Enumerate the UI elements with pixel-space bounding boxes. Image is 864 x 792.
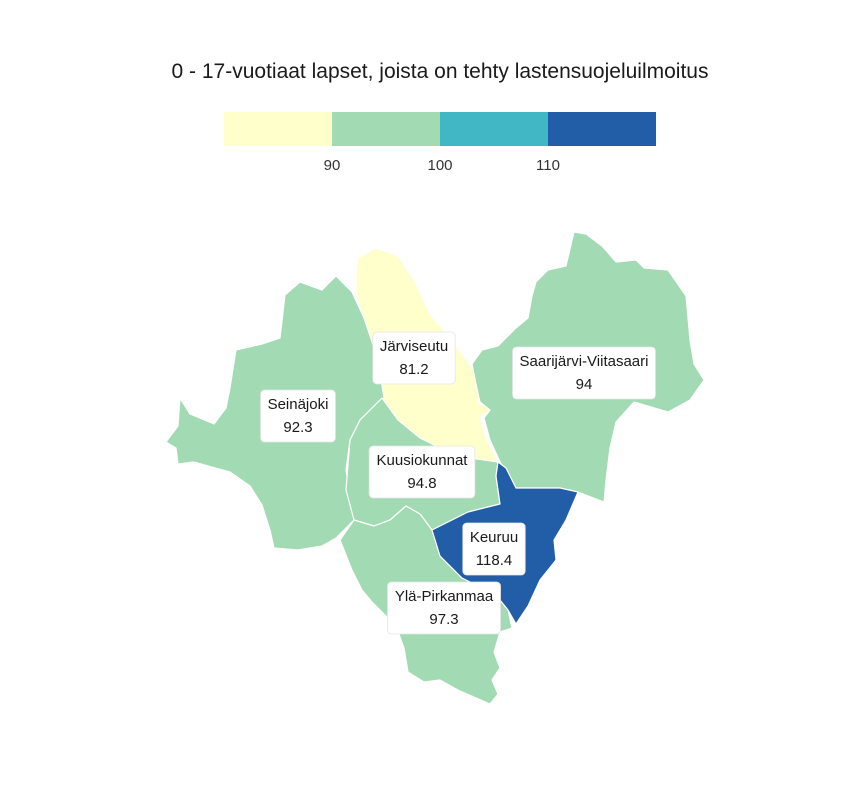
region-name: Saarijärvi-Viitasaari <box>520 353 649 370</box>
legend-tick-label: 90 <box>324 157 341 174</box>
color-legend: 90 100 110 <box>224 112 656 174</box>
region-value: 94.8 <box>407 475 436 492</box>
region-label-saarijarvi-viitasaari: Saarijärvi-Viitasaari 94 <box>512 346 656 400</box>
legend-swatch-3 <box>548 112 656 146</box>
legend-tick-label: 100 <box>427 157 452 174</box>
region-value: 94 <box>576 376 593 393</box>
label-box <box>512 346 656 400</box>
region-value: 97.3 <box>429 611 458 628</box>
legend-swatch-1 <box>332 112 440 146</box>
region-name: Ylä-Pirkanmaa <box>395 588 494 605</box>
label-box <box>387 581 501 635</box>
region-label-kuusiokunnat: Kuusiokunnat 94.8 <box>368 445 476 499</box>
region-name: Kuusiokunnat <box>377 452 469 469</box>
label-box <box>462 522 526 576</box>
label-box <box>260 389 336 443</box>
region-labels: Järviseutu 81.2 Seinäjoki 92.3 Saarijärvi-Vi… <box>260 331 656 635</box>
region-label-seinajoki: Seinäjoki 92.3 <box>260 389 336 443</box>
region-name: Keuruu <box>470 529 518 546</box>
label-box <box>368 445 476 499</box>
region-name: Seinäjoki <box>268 396 329 413</box>
legend-tick-label: 110 <box>536 157 560 174</box>
region-name: Järviseutu <box>380 338 448 355</box>
region-label-yla-pirkanmaa: Ylä-Pirkanmaa 97.3 <box>387 581 501 635</box>
region-value: 92.3 <box>283 419 312 436</box>
region-value: 118.4 <box>476 552 512 569</box>
legend-swatch-2 <box>440 112 548 146</box>
region-value: 81.2 <box>399 361 428 378</box>
map-title: 0 - 17-vuotiaat lapset, joista on tehty … <box>172 60 709 83</box>
label-box <box>372 331 456 385</box>
region-label-jarviseutu: Järviseutu 81.2 <box>372 331 456 385</box>
region-label-keuruu: Keuruu 118.4 <box>462 522 526 576</box>
legend-swatch-0 <box>224 112 332 146</box>
